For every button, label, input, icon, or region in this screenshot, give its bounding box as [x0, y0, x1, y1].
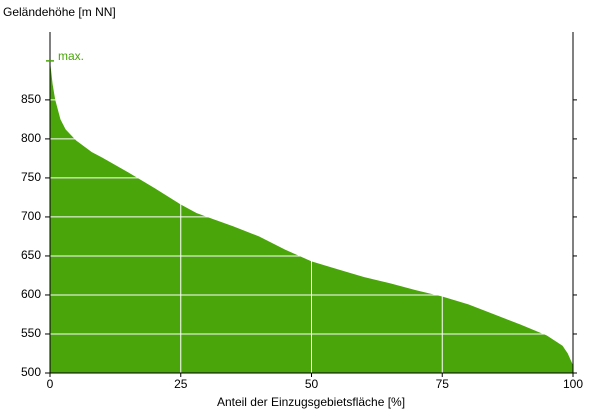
y-tick-label: 800: [21, 131, 41, 145]
x-tick-label: 75: [436, 377, 450, 391]
x-tick-label: 100: [563, 377, 583, 391]
x-axis-label: Anteil der Einzugsgebietsfläche [%]: [217, 395, 405, 409]
y-tick-label: 550: [21, 326, 41, 340]
y-axis-label: Geländehöhe [m NN]: [3, 5, 116, 19]
x-tick-label: 50: [305, 377, 319, 391]
annotation: max.: [58, 49, 84, 63]
y-tick-label: 850: [21, 92, 41, 106]
y-tick-label: 500: [21, 365, 41, 379]
y-tick-label: 600: [21, 287, 41, 301]
x-tick-label: 25: [174, 377, 188, 391]
y-tick-label: 650: [21, 248, 41, 262]
y-tick-label: 750: [21, 170, 41, 184]
y-tick-label: 700: [21, 209, 41, 223]
x-tick-label: 0: [47, 377, 54, 391]
